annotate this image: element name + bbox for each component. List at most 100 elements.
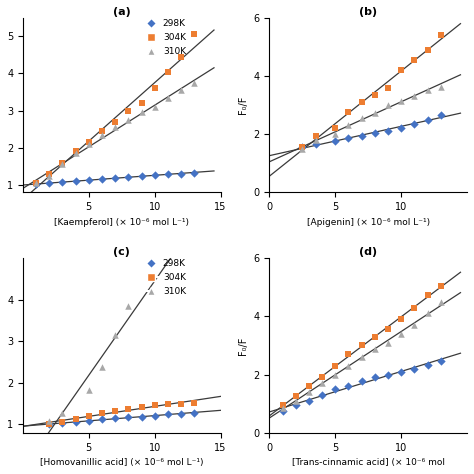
Point	[319, 374, 326, 381]
Point	[384, 325, 392, 332]
Point	[279, 401, 286, 409]
Point	[72, 148, 80, 155]
Point	[85, 138, 92, 146]
Point	[59, 419, 66, 427]
Point	[305, 388, 313, 396]
Legend: 298K, 304K, 310K: 298K, 304K, 310K	[142, 259, 186, 296]
Point	[177, 400, 185, 408]
Point	[164, 401, 172, 408]
Point	[111, 407, 119, 415]
Point	[424, 310, 431, 317]
Point	[358, 342, 365, 349]
Point	[177, 86, 185, 94]
Point	[151, 103, 158, 110]
Point	[384, 101, 392, 109]
Point	[410, 365, 418, 373]
Point	[72, 415, 80, 423]
Point	[331, 385, 339, 393]
Point	[384, 339, 392, 346]
Point	[59, 409, 66, 417]
X-axis label: [Homovanillic acid] (× 10⁻⁶ mol L⁻¹): [Homovanillic acid] (× 10⁻⁶ mol L⁻¹)	[40, 458, 203, 467]
Point	[98, 131, 106, 138]
Point	[299, 144, 306, 151]
Point	[424, 116, 431, 123]
Point	[85, 140, 92, 148]
Point	[371, 374, 379, 381]
Point	[345, 109, 352, 116]
Point	[312, 132, 319, 139]
Point	[358, 132, 365, 139]
Point	[138, 100, 146, 107]
Point	[177, 170, 185, 178]
Point	[371, 333, 379, 340]
Point	[319, 391, 326, 399]
Point	[59, 179, 66, 186]
Y-axis label: F₀/F: F₀/F	[238, 336, 248, 355]
Point	[98, 410, 106, 417]
Point	[345, 350, 352, 358]
Point	[331, 125, 339, 132]
Point	[331, 371, 339, 378]
Point	[32, 179, 40, 187]
Point	[111, 118, 119, 126]
Point	[371, 345, 379, 353]
Point	[46, 180, 53, 187]
Point	[312, 140, 319, 148]
Point	[292, 397, 300, 405]
Point	[72, 177, 80, 185]
Title: (b): (b)	[359, 7, 377, 17]
Point	[191, 31, 198, 38]
Point	[125, 414, 132, 421]
Point	[358, 98, 365, 106]
X-axis label: [Trans-cinnamic acid] (× 10⁻⁶ mol: [Trans-cinnamic acid] (× 10⁻⁶ mol	[292, 458, 445, 467]
Point	[85, 176, 92, 184]
Point	[397, 125, 405, 132]
Point	[191, 79, 198, 87]
Point	[111, 174, 119, 182]
Point	[46, 420, 53, 428]
X-axis label: [Kaempferol] (× 10⁻⁶ mol L⁻¹): [Kaempferol] (× 10⁻⁶ mol L⁻¹)	[54, 218, 189, 227]
Point	[345, 135, 352, 142]
Point	[138, 109, 146, 116]
Point	[125, 173, 132, 181]
Point	[98, 363, 106, 371]
Point	[397, 368, 405, 375]
Point	[151, 84, 158, 92]
Point	[164, 68, 172, 75]
Point	[358, 114, 365, 122]
Point	[424, 362, 431, 369]
Point	[410, 321, 418, 328]
Point	[191, 399, 198, 407]
Point	[59, 159, 66, 166]
Title: (c): (c)	[113, 247, 130, 257]
Point	[138, 172, 146, 180]
Point	[138, 403, 146, 411]
Point	[164, 410, 172, 418]
Point	[72, 149, 80, 157]
Point	[384, 371, 392, 378]
Point	[164, 94, 172, 101]
Point	[32, 179, 40, 187]
Point	[98, 127, 106, 135]
Point	[59, 418, 66, 425]
Point	[299, 144, 306, 151]
Legend: 298K, 304K, 310K: 298K, 304K, 310K	[142, 19, 186, 55]
Point	[424, 46, 431, 54]
Point	[331, 130, 339, 138]
Point	[299, 145, 306, 153]
Point	[98, 175, 106, 182]
Point	[397, 66, 405, 74]
Point	[111, 331, 119, 339]
Point	[410, 92, 418, 100]
Point	[397, 316, 405, 323]
Point	[410, 56, 418, 64]
Point	[151, 172, 158, 179]
Point	[424, 292, 431, 299]
Point	[46, 172, 53, 179]
Point	[191, 409, 198, 417]
Point	[177, 410, 185, 418]
Point	[384, 84, 392, 91]
Point	[410, 120, 418, 128]
Point	[98, 416, 106, 423]
Point	[331, 137, 339, 145]
